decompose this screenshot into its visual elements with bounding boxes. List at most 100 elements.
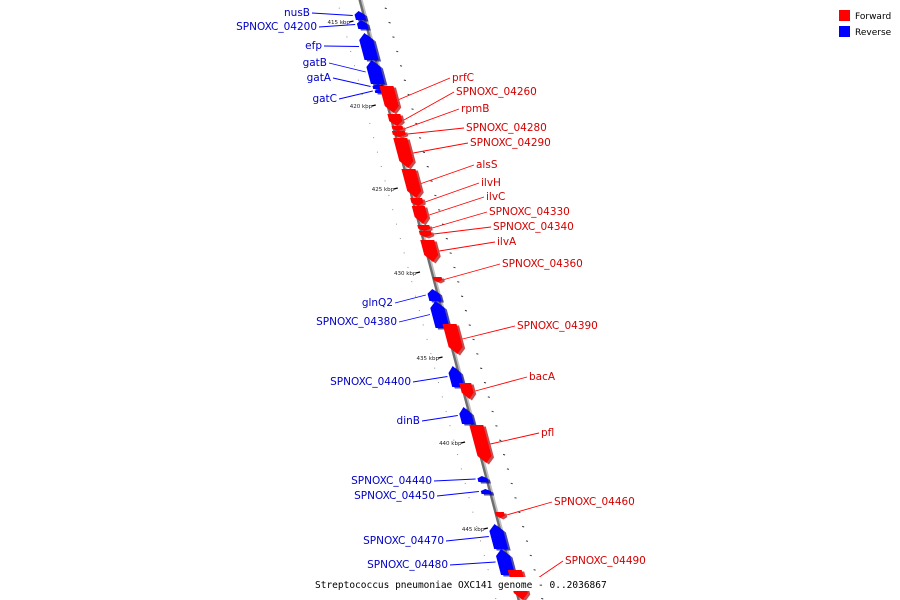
gene-leader-line xyxy=(444,263,501,280)
gene-leader-line xyxy=(433,478,476,482)
gene-label-efp[interactable]: efp xyxy=(305,40,322,52)
gene-spnoxc_04380-glyph[interactable] xyxy=(430,301,453,330)
minor-tick xyxy=(438,209,441,211)
minor-tick xyxy=(460,295,464,298)
gene-label-spnoxc_04390[interactable]: SPNOXC_04390 xyxy=(517,320,598,332)
gene-body xyxy=(469,425,492,463)
gene-label-spnoxc_04290[interactable]: SPNOXC_04290 xyxy=(470,137,551,149)
minor-tick xyxy=(399,65,403,67)
gene-leader-line xyxy=(425,182,480,203)
gene-pfl-glyph[interactable] xyxy=(469,425,495,465)
gene-leader-line xyxy=(311,12,353,16)
gene-alss-glyph[interactable] xyxy=(401,169,424,200)
gene-label-spnoxc_04330[interactable]: SPNOXC_04330 xyxy=(489,206,570,218)
gene-spnoxc_04340-glyph[interactable] xyxy=(418,231,435,239)
legend: Forward Reverse xyxy=(839,10,892,38)
gene-label-alss[interactable]: alsS xyxy=(476,159,498,171)
gene-gatb-glyph[interactable] xyxy=(366,60,388,86)
gene-label-spnoxc_04490[interactable]: SPNOXC_04490 xyxy=(565,555,646,567)
gene-label-ilvc[interactable]: ilvC xyxy=(486,191,505,203)
gene-label-spnoxc_04200[interactable]: SPNOXC_04200 xyxy=(236,21,317,33)
gene-label-ilva[interactable]: ilvA xyxy=(497,236,517,248)
gene-efp-glyph[interactable] xyxy=(359,33,382,62)
gene-spnoxc_04470-glyph[interactable] xyxy=(489,524,511,551)
minor-tick xyxy=(449,252,452,254)
gene-body xyxy=(480,489,492,494)
gene-leader-line xyxy=(398,77,451,100)
gene-label-prfc[interactable]: prfC xyxy=(452,72,474,84)
gene-leader-line xyxy=(436,491,479,497)
minor-tick xyxy=(480,367,483,370)
gene-ilva-glyph[interactable] xyxy=(420,240,441,264)
gene-dinb-glyph[interactable] xyxy=(459,407,477,426)
gene-label-spnoxc_04340[interactable]: SPNOXC_04340 xyxy=(493,221,574,233)
gene-label-nusb[interactable]: nusB xyxy=(284,7,310,19)
gene-label-spnoxc_04280[interactable]: SPNOXC_04280 xyxy=(466,122,547,134)
gene-leader-line xyxy=(398,314,431,323)
gene-spnoxc_04260-glyph[interactable] xyxy=(387,114,405,128)
gene-body xyxy=(477,476,489,482)
major-tick xyxy=(438,356,443,359)
gene-label-baca[interactable]: bacA xyxy=(529,371,556,383)
tick-label: 445 kbp xyxy=(462,527,485,533)
minor-tick xyxy=(522,525,525,528)
gene-body xyxy=(420,240,439,262)
gene-spnoxc_04440-glyph[interactable] xyxy=(477,476,491,484)
gene-label-rpmb[interactable]: rpmB xyxy=(461,103,489,115)
gene-baca-glyph[interactable] xyxy=(459,383,477,401)
minor-tick xyxy=(426,165,429,168)
gene-body xyxy=(459,407,475,424)
gene-glnq2-glyph[interactable] xyxy=(427,289,444,303)
gene-spnoxc_04290-glyph[interactable] xyxy=(393,138,416,170)
gene-label-spnoxc_04450[interactable]: SPNOXC_04450 xyxy=(354,490,435,502)
tick-label: 435 kbp xyxy=(417,356,440,362)
tick-label: 415 kbp xyxy=(327,20,350,26)
minor-tick xyxy=(476,353,479,355)
minor-tick xyxy=(392,36,395,38)
gene-label-gatb[interactable]: gatB xyxy=(303,57,327,69)
minor-tick xyxy=(430,180,433,182)
gene-label-glnq2[interactable]: glnQ2 xyxy=(362,297,393,309)
gene-body xyxy=(417,225,431,231)
gene-leader-line xyxy=(506,501,553,516)
gene-label-spnoxc_04470[interactable]: SPNOXC_04470 xyxy=(363,535,444,547)
gene-spnoxc_04200-glyph[interactable] xyxy=(356,20,371,31)
gene-spnoxc_04390-glyph[interactable] xyxy=(442,324,466,356)
gene-label-ilvh[interactable]: ilvH xyxy=(481,177,501,189)
gene-label-gatc[interactable]: gatC xyxy=(312,93,337,105)
gene-label-dinb[interactable]: dinB xyxy=(397,415,420,427)
gene-prfc-glyph[interactable] xyxy=(379,86,402,115)
minor-tick xyxy=(472,338,475,341)
gene-label-spnoxc_04380[interactable]: SPNOXC_04380 xyxy=(316,316,397,328)
tick-layer: 415 kbp 420 kbp 425 kbp 430 kbp 435 kbp 440 k… xyxy=(327,7,544,600)
gene-label-spnoxc_04480[interactable]: SPNOXC_04480 xyxy=(367,559,448,571)
gene-spnoxc_04360-glyph[interactable] xyxy=(432,277,445,284)
gene-ilvh-glyph[interactable] xyxy=(410,198,426,208)
major-tick xyxy=(483,527,489,530)
minor-tick xyxy=(468,324,471,326)
gene-ilvc-glyph[interactable] xyxy=(411,206,431,226)
gene-label-spnoxc_04460[interactable]: SPNOXC_04460 xyxy=(554,496,635,508)
gene-label-spnoxc_04440[interactable]: SPNOXC_04440 xyxy=(351,475,432,487)
minor-tick xyxy=(411,108,414,110)
legend-forward-label: Forward xyxy=(855,12,891,22)
gene-spnoxc_04450-glyph[interactable] xyxy=(480,489,495,496)
minor-tick xyxy=(529,554,532,557)
gene-leader-line xyxy=(413,142,469,154)
minor-tick xyxy=(510,482,513,485)
gene-label-spnoxc_04260[interactable]: SPNOXC_04260 xyxy=(456,86,537,98)
minor-tick xyxy=(418,137,422,139)
gene-leader-line xyxy=(428,196,485,216)
gene-nusb-glyph[interactable] xyxy=(354,11,369,22)
gene-body xyxy=(494,512,505,518)
gene-body xyxy=(427,289,442,301)
gene-spnoxc_04280-glyph[interactable] xyxy=(391,131,409,139)
gene-label-spnoxc_04400[interactable]: SPNOXC_04400 xyxy=(330,376,411,388)
gene-leader-line xyxy=(332,77,371,87)
gene-spnoxc_04460-glyph[interactable] xyxy=(494,512,508,520)
gene-label-pfl[interactable]: pfl xyxy=(541,427,554,439)
gene-label-gata[interactable]: gatA xyxy=(307,72,332,84)
minor-tick xyxy=(525,540,529,542)
gene-label-spnoxc_04360[interactable]: SPNOXC_04360 xyxy=(502,258,583,270)
